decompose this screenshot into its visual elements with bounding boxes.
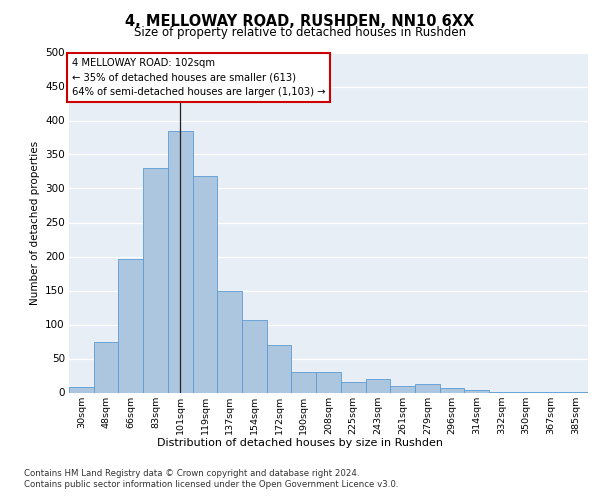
Bar — [69, 387, 94, 392]
Bar — [168, 130, 193, 392]
Bar — [292, 372, 316, 392]
Bar — [415, 384, 440, 392]
Bar — [193, 176, 217, 392]
Y-axis label: Number of detached properties: Number of detached properties — [29, 140, 40, 304]
Bar — [267, 345, 292, 393]
Text: 4 MELLOWAY ROAD: 102sqm
← 35% of detached houses are smaller (613)
64% of semi-d: 4 MELLOWAY ROAD: 102sqm ← 35% of detache… — [71, 58, 325, 97]
Bar — [242, 320, 267, 392]
Text: 4, MELLOWAY ROAD, RUSHDEN, NN10 6XX: 4, MELLOWAY ROAD, RUSHDEN, NN10 6XX — [125, 14, 475, 29]
Bar — [341, 382, 365, 392]
Bar — [365, 379, 390, 392]
Bar — [143, 168, 168, 392]
Bar — [118, 258, 143, 392]
Bar — [464, 390, 489, 392]
Bar — [440, 388, 464, 392]
Text: Distribution of detached houses by size in Rushden: Distribution of detached houses by size … — [157, 438, 443, 448]
Bar — [390, 386, 415, 392]
Bar — [217, 290, 242, 392]
Text: Contains HM Land Registry data © Crown copyright and database right 2024.: Contains HM Land Registry data © Crown c… — [24, 469, 359, 478]
Bar — [316, 372, 341, 392]
Text: Size of property relative to detached houses in Rushden: Size of property relative to detached ho… — [134, 26, 466, 39]
Text: Contains public sector information licensed under the Open Government Licence v3: Contains public sector information licen… — [24, 480, 398, 489]
Bar — [94, 342, 118, 392]
